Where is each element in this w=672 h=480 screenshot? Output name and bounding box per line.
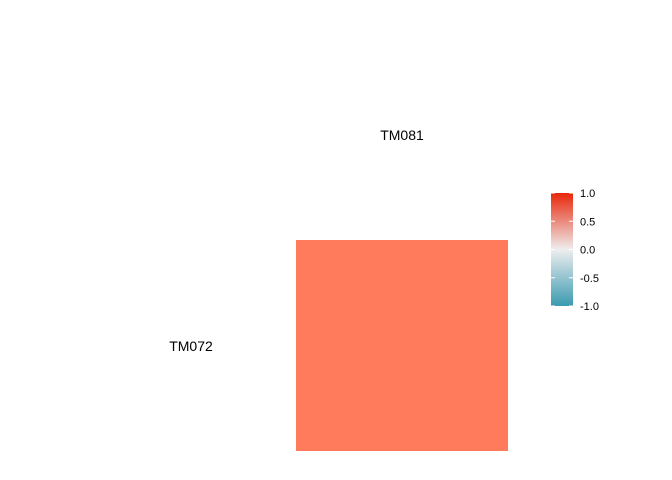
legend-tick-label: 0.0 — [580, 245, 595, 257]
color-legend: 1.0 0.5 0.0 -0.5 -1.0 — [551, 188, 599, 313]
legend-tick-label: 1.0 — [580, 188, 595, 200]
legend-tick-label: -1.0 — [580, 301, 599, 313]
heatmap-cell-0 — [296, 240, 508, 451]
x-axis-label-tm081: TM081 — [380, 127, 424, 143]
legend-color-bar — [551, 193, 573, 306]
y-axis-label-tm072: TM072 — [169, 338, 213, 354]
legend-tick-label: -0.5 — [580, 273, 599, 285]
legend-ticks: 1.0 0.5 0.0 -0.5 -1.0 — [551, 188, 599, 313]
heatmap-cells — [296, 240, 508, 451]
legend-tick-label: 0.5 — [580, 216, 595, 228]
